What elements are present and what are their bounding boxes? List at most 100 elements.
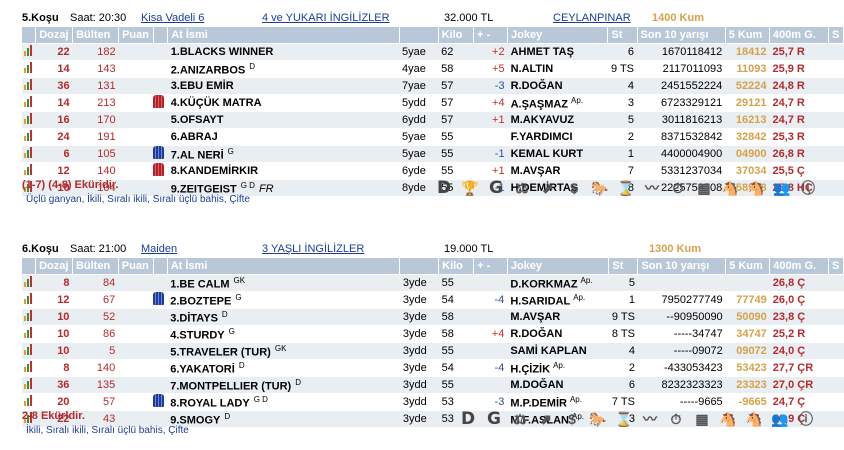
jockey-name[interactable]: H.DEMİRTAŞ <box>507 179 608 197</box>
jockey-name-text[interactable]: M.AVŞAR <box>510 311 561 323</box>
jockey-name[interactable]: M.P.DEMİR Ap. <box>507 393 609 411</box>
horse-name-text[interactable]: 7.MONTPELLIER (TUR) <box>170 380 292 393</box>
horse-name-text[interactable]: 2.ANIZARBOS <box>170 64 246 77</box>
jockey-name[interactable]: H.SARIDAL Ap. <box>507 291 609 309</box>
hourglass-icon[interactable]: ⌛ <box>617 179 635 196</box>
jockey-name[interactable]: M.AKYAVUZ <box>507 111 608 129</box>
weight-icon[interactable]: ⚖ <box>515 179 529 196</box>
horse-name-text[interactable]: 8.KANDEMİRKIR <box>170 165 259 177</box>
horses-icon[interactable]: 🐎 <box>589 410 607 427</box>
trend-icon[interactable]: ⬈ <box>540 410 552 427</box>
bar-chart-icon[interactable] <box>23 327 34 338</box>
stats-chart-icon[interactable] <box>22 291 36 309</box>
jockey-name[interactable]: H.ÇİZİK Ap. <box>507 359 609 377</box>
horse-name[interactable]: 6.ABRAJ <box>167 128 400 146</box>
race-venue-link[interactable]: CEYLANPINAR <box>553 12 631 24</box>
horse-name-text[interactable]: 4.STURDY <box>170 329 225 342</box>
bar-chart-icon[interactable] <box>23 276 34 287</box>
jockey-name-text[interactable]: M.P.DEMİR <box>510 397 567 410</box>
stats-chart-icon[interactable] <box>22 145 36 163</box>
stats-chart-icon[interactable] <box>22 60 36 78</box>
table-row[interactable]: 20 57 8.ROYAL LADY G D 3ydd 53 -3 M.P.DEMİR Ap. 7… <box>22 393 844 411</box>
table-row[interactable]: 36 131 3.EBU EMİR 7yae 57 -3 R.DOĞAN 4 245155222… <box>22 77 844 95</box>
table-row[interactable]: 8 84 1.BE CALM GK 3yde 55 D.KORKMAZ Ap. 5 26,8 Ç <box>22 274 844 292</box>
bar-chart-icon[interactable] <box>23 310 34 321</box>
horse-name-text[interactable]: 9.ZEITGEIST <box>170 183 237 196</box>
jockey-name-text[interactable]: N.ALTIN <box>510 63 554 75</box>
trophy-icon[interactable]: 🏆 <box>461 179 479 196</box>
table-row[interactable]: 10 52 3.DİTAYS D 3yde 58 M.AVŞAR 9 TS --90950090… <box>22 308 844 326</box>
bar-chart-icon[interactable] <box>23 96 34 107</box>
table-row[interactable]: 24 191 6.ABRAJ 5yae 55 F.YARDIMCI 2 8371532842 3… <box>22 128 844 146</box>
horse-name[interactable]: 8.KANDEMİRKIR <box>167 162 400 180</box>
d-icon[interactable]: D <box>460 409 476 429</box>
horse-name-text[interactable]: 5.OFSAYT <box>170 114 224 126</box>
table-row[interactable]: 8 140 6.YAKATORİ D 3yde 54 -4 H.ÇİZİK Ap. 2 -43305… <box>22 359 844 377</box>
jockey-name-text[interactable]: F.YARDIMCI <box>510 131 573 143</box>
horse-name-text[interactable]: 9.SMOGY <box>170 414 221 427</box>
jockey-name-text[interactable]: H.DEMİRTAŞ <box>510 182 579 194</box>
horse-name[interactable]: 5.TRAVELER (TUR) GK <box>167 342 400 360</box>
jockey-name-text[interactable]: D.KORKMAZ <box>510 278 578 291</box>
horse-name[interactable]: 4.KÜÇÜK MATRA <box>167 94 400 112</box>
hourglass-icon[interactable]: ⌛ <box>615 410 633 427</box>
horse-name-text[interactable]: 2.BOZTEPE <box>170 295 232 308</box>
jockey-name[interactable]: R.DOĞAN <box>507 77 608 95</box>
stats-chart-icon[interactable] <box>22 94 36 112</box>
horse-name-text[interactable]: 1.BLACKS WINNER <box>170 46 274 58</box>
stats-chart-icon[interactable] <box>22 77 36 95</box>
stopwatch-icon[interactable]: ⏱ <box>670 410 682 427</box>
horse-head-2-icon[interactable]: 🐴 <box>745 410 763 427</box>
table-row[interactable]: 10 86 4.STURDY G 3yde 58 +4 R.DOĞAN 8 TS -----347… <box>22 325 844 343</box>
race-type-link[interactable]: Kisa Vadeli 6 <box>141 12 205 24</box>
table-row[interactable]: 36 135 7.MONTPELLIER (TUR) D 3ydd 55 M.DOĞAN 6 8… <box>22 376 844 394</box>
stats-chart-icon[interactable] <box>22 111 36 129</box>
calculator-icon[interactable]: ▦ <box>695 410 709 427</box>
horse-name[interactable]: 2.ANIZARBOS D <box>167 60 400 78</box>
table-row[interactable]: 22 182 1.BLACKS WINNER 5yae 62 +2 AHMET TAŞ 6 16… <box>22 43 844 61</box>
jockey-name[interactable]: M.AVŞAR <box>507 162 608 180</box>
jockey-name[interactable]: N.ALTIN <box>507 60 608 78</box>
table-row[interactable]: 6 105 7.AL NERİ G 5yae 55 -1 KEMAL KURT 1 4400004… <box>22 145 844 163</box>
bar-chart-icon[interactable] <box>23 181 34 192</box>
horse-name[interactable]: 5.OFSAYT <box>167 111 400 129</box>
horse-name[interactable]: 1.BLACKS WINNER <box>167 43 400 61</box>
table-row[interactable]: 12 140 8.KANDEMİRKIR 6yde 55 +1 M.AVŞAR 7 533123… <box>22 162 844 180</box>
info-icon[interactable]: ⓘ <box>801 180 815 196</box>
trend-icon[interactable]: ⬈ <box>542 179 554 196</box>
bar-chart-icon[interactable] <box>23 412 34 423</box>
horse-head-icon[interactable]: 🐴 <box>719 410 737 427</box>
stats-chart-icon[interactable] <box>22 128 36 146</box>
horse-name[interactable]: 6.YAKATORİ D <box>167 359 400 377</box>
horse-name[interactable]: 8.ROYAL LADY G D <box>167 393 400 411</box>
jockey-name[interactable]: F.YARDIMCI <box>507 128 608 146</box>
horse-name-text[interactable]: 3.DİTAYS <box>170 312 218 325</box>
table-row[interactable]: 14 213 4.KÜÇÜK MATRA 5ydd 57 +4 A.ŞAŞMAZ Ap. 3 67… <box>22 94 844 112</box>
stats-chart-icon[interactable] <box>22 179 36 197</box>
stats-chart-icon[interactable] <box>22 43 36 61</box>
dollar-icon[interactable]: $ <box>568 411 576 427</box>
horse-name[interactable]: 3.EBU EMİR <box>167 77 400 95</box>
horse-name[interactable]: 4.STURDY G <box>167 325 400 343</box>
jockey-name[interactable]: M.DOĞAN <box>507 376 609 394</box>
horse-name-text[interactable]: 4.KÜÇÜK MATRA <box>170 97 262 109</box>
horse-name[interactable]: 9.ZEITGEIST G D FR <box>167 179 400 197</box>
jockey-name[interactable]: M.F.ASLAN Ap. <box>507 410 609 428</box>
bar-chart-icon[interactable] <box>23 147 34 158</box>
jockey-name-text[interactable]: A.ŞAŞMAZ <box>510 98 569 111</box>
stats-chart-icon[interactable] <box>22 376 36 394</box>
table-row[interactable]: 12 67 2.BOZTEPE G 3yde 54 -4 H.SARIDAL Ap. 1 79502… <box>22 291 844 309</box>
bar-chart-icon[interactable] <box>23 164 34 175</box>
weight-icon[interactable]: ⚖ <box>513 410 527 427</box>
group-icon[interactable]: 👥 <box>771 410 789 427</box>
horse-name-text[interactable]: 1.BE CALM <box>170 278 230 291</box>
jockey-name[interactable]: M.AVŞAR <box>507 308 609 326</box>
stats-chart-icon[interactable] <box>22 325 36 343</box>
race-type-link[interactable]: Maiden <box>141 243 178 255</box>
g-icon[interactable]: G <box>487 409 501 429</box>
horse-name-text[interactable]: 8.ROYAL LADY <box>170 397 250 410</box>
horse-name[interactable]: 1.BE CALM GK <box>167 274 400 292</box>
horse-name[interactable]: 2.BOZTEPE G <box>167 291 400 309</box>
bar-chart-icon[interactable] <box>23 130 34 141</box>
info-icon[interactable]: ⓘ <box>799 411 813 427</box>
